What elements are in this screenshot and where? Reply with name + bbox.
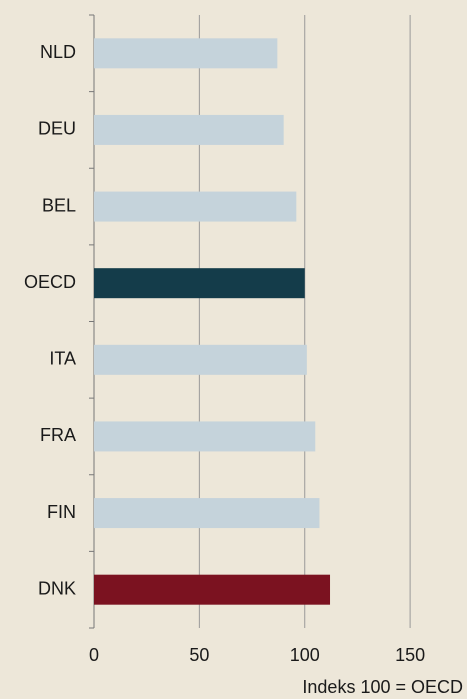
- y-tick-label: BEL: [42, 195, 76, 215]
- y-tick-label: FRA: [40, 425, 76, 445]
- bar: [94, 421, 316, 452]
- y-tick-label: OECD: [24, 272, 76, 292]
- y-tick-label: DNK: [38, 578, 76, 598]
- bar: [94, 268, 305, 299]
- y-tick-label: DEU: [38, 119, 76, 139]
- bar: [94, 574, 331, 605]
- y-tick-label: NLD: [40, 42, 76, 62]
- bar: [94, 498, 320, 529]
- bar: [94, 191, 297, 222]
- x-axis-label: Indeks 100 = OECD: [302, 677, 463, 697]
- x-tick-label: 50: [189, 645, 209, 665]
- bar: [94, 114, 284, 145]
- bar: [94, 38, 278, 69]
- y-tick-label: ITA: [49, 349, 76, 369]
- x-tick-label: 0: [89, 645, 99, 665]
- x-tick-label: 100: [290, 645, 320, 665]
- y-tick-label: FIN: [47, 502, 76, 522]
- x-tick-label: 150: [395, 645, 425, 665]
- bar: [94, 344, 307, 375]
